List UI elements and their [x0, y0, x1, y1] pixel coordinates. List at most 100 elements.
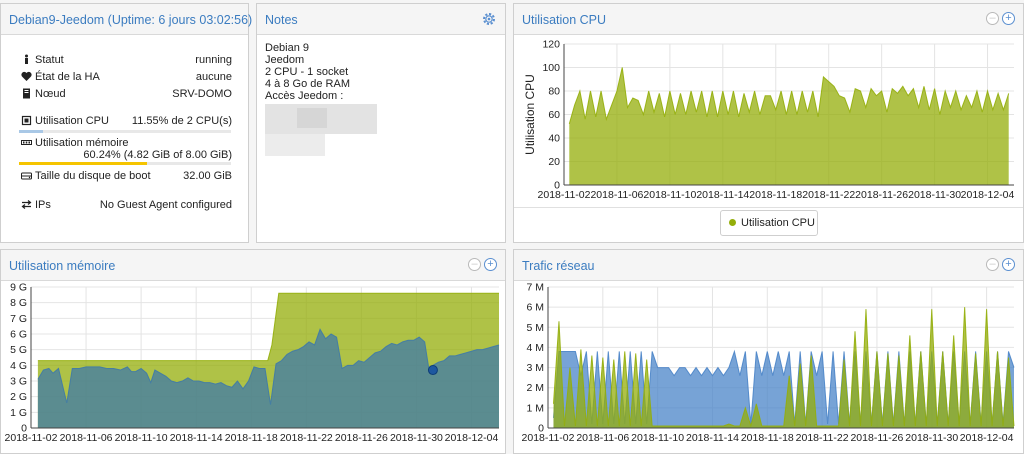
memory-x-tick-label: 2018-11-26	[335, 432, 388, 444]
network-y-tick-label: 4 M	[526, 342, 544, 354]
memory-progress-bar	[19, 162, 231, 165]
zoom-in-icon[interactable]: +	[484, 258, 497, 271]
network-panel: Trafic réseau – + 0 1 M 2 M 3 M 4 M 5 M 6 M 7 M…	[513, 249, 1024, 454]
memory-y-tick-label: 1 G	[10, 407, 27, 419]
memory-progress-fill	[19, 162, 147, 165]
network-x-tick-label: 2018-11-30	[905, 432, 958, 444]
redacted-block-3	[297, 108, 327, 128]
network-x-tick-label: 2018-11-18	[741, 432, 794, 444]
info-icon	[25, 54, 28, 64]
network-x-tick-label: 2018-11-22	[796, 432, 849, 444]
memory-x-tick-label: 2018-12-04	[445, 432, 499, 444]
memory-hover-marker	[427, 365, 438, 376]
ha-label: État de la HA	[35, 71, 100, 83]
node-label: Nœud	[35, 88, 66, 100]
network-series-2-line	[552, 307, 1015, 428]
notes-line-3: 2 CPU - 1 socket	[265, 66, 349, 78]
memory-value: 60.24% (4.82 GiB of 8.00 GiB)	[83, 149, 232, 161]
memory-x-tick-label: 2018-11-10	[115, 432, 168, 444]
network-x-tick-label: 2018-11-06	[576, 432, 629, 444]
notes-header: Notes	[257, 4, 505, 35]
cpu-header: Utilisation CPU – +	[514, 4, 1023, 35]
cpu-series-1-area	[569, 67, 1009, 185]
cpu-x-tick-label: 2018-11-06	[590, 189, 643, 201]
network-y-tick-label: 5 M	[526, 322, 544, 334]
ha-value: aucune	[195, 71, 232, 83]
memory-panel: Utilisation mémoire – + 0 1 G 2 G 3 G 4 G 5 G…	[0, 249, 506, 454]
network-x-tick-label: 2018-11-02	[522, 432, 575, 444]
cpu-x-tick-label: 2018-12-04	[961, 189, 1015, 201]
summary-title: Debian9-Jeedom (Uptime: 6 jours 03:02:56…	[9, 13, 253, 27]
status-label: Statut	[35, 54, 64, 66]
node-value: SRV-DOMO	[172, 88, 232, 100]
memory-header: Utilisation mémoire – +	[1, 250, 505, 281]
notes-title: Notes	[265, 13, 298, 27]
notes-panel: Notes Debian 9 Jeedom 2 CPU - 1 socket 4…	[256, 3, 506, 243]
memory-x-tick-label: 2018-11-02	[5, 432, 58, 444]
summary-panel: Debian9-Jeedom (Uptime: 6 jours 03:02:56…	[0, 3, 252, 243]
zoom-in-icon[interactable]: +	[1002, 12, 1015, 25]
network-x-tick-label: 2018-12-04	[960, 432, 1014, 444]
cpu-y-tick-label: 60	[548, 109, 560, 121]
memory-x-tick-label: 2018-11-06	[60, 432, 113, 444]
memory-y-tick-label: 3 G	[10, 376, 27, 388]
network-series-2-area	[553, 307, 1014, 428]
cpu-y-tick-label: 120	[542, 39, 560, 51]
cpu-y-tick-label: 40	[548, 133, 560, 145]
memory-chart-title: Utilisation mémoire	[9, 259, 116, 273]
cpu-progress-bar	[19, 130, 231, 133]
cpu-legend-label: Utilisation CPU	[741, 217, 815, 229]
cpu-series-1-line	[568, 67, 1010, 125]
ips-label: IPs	[35, 199, 51, 211]
cpu-progress-fill	[19, 130, 44, 133]
cpu-value: 11.55% de 2 CPU(s)	[131, 115, 232, 127]
redacted-block-2	[265, 134, 325, 156]
network-y-tick-label: 1 M	[526, 402, 544, 414]
gear-icon[interactable]	[481, 11, 497, 27]
cpu-icon	[21, 115, 32, 126]
summary-header: Debian9-Jeedom (Uptime: 6 jours 03:02:56…	[1, 4, 252, 35]
network-x-tick-label: 2018-11-10	[631, 432, 684, 444]
memory-series-2-line	[37, 328, 500, 405]
notes-line-4: 4 à 8 Go de RAM	[265, 78, 350, 90]
memory-label: Utilisation mémoire	[35, 137, 129, 149]
memory-icon	[21, 140, 32, 145]
cpu-x-tick-label: 2018-11-18	[749, 189, 802, 201]
notes-line-1: Debian 9	[265, 42, 310, 54]
network-y-tick-label: 3 M	[526, 362, 544, 374]
exchange-icon	[21, 200, 32, 209]
cpu-y-tick-label: 0	[554, 180, 560, 192]
zoom-reset-icon[interactable]: –	[986, 12, 999, 25]
cpu-legend[interactable]: Utilisation CPU	[720, 210, 818, 236]
hdd-icon	[21, 172, 32, 180]
network-x-tick-label: 2018-11-14	[686, 432, 739, 444]
cpu-y-axis-label: Utilisation CPU	[523, 74, 537, 155]
cpu-x-tick-label: 2018-11-14	[696, 189, 749, 201]
cpu-x-tick-label: 2018-11-02	[538, 189, 591, 201]
network-header: Trafic réseau – +	[514, 250, 1023, 281]
ips-value: No Guest Agent configured	[99, 199, 232, 211]
cpu-y-tick-label: 100	[542, 62, 560, 74]
network-y-tick-label: 2 M	[526, 382, 544, 394]
zoom-reset-icon[interactable]: –	[986, 258, 999, 271]
network-x-tick-label: 2018-11-26	[850, 432, 903, 444]
memory-y-tick-label: 2 G	[10, 391, 27, 403]
cpu-x-tick-label: 2018-11-26	[855, 189, 908, 201]
memory-series-1-line	[37, 292, 499, 362]
network-y-tick-label: 0	[538, 423, 544, 435]
memory-x-tick-label: 2018-11-14	[170, 432, 223, 444]
cpu-panel: Utilisation CPU – + 0 20 40 60 80 100 120 2018-…	[513, 3, 1024, 243]
zoom-in-icon[interactable]: +	[1002, 258, 1015, 271]
memory-x-tick-label: 2018-11-22	[280, 432, 333, 444]
cpu-x-tick-label: 2018-11-10	[643, 189, 696, 201]
memory-y-tick-label: 5 G	[10, 344, 27, 356]
disk-value: 32.00 GiB	[183, 170, 232, 182]
cpu-legend-swatch	[729, 219, 736, 226]
zoom-reset-icon[interactable]: –	[468, 258, 481, 271]
cpu-x-tick-label: 2018-11-30	[908, 189, 961, 201]
network-chart-title: Trafic réseau	[522, 259, 595, 273]
status-value: running	[195, 54, 232, 66]
